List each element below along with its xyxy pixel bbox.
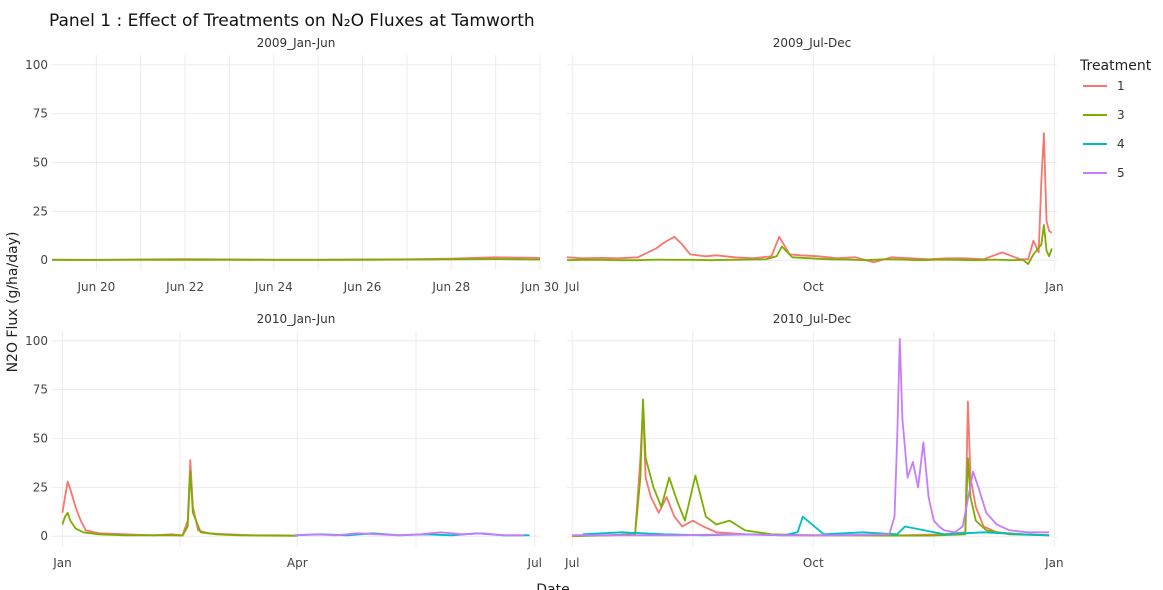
x-tick-label: Jun 30 bbox=[520, 280, 559, 294]
x-tick-label: Oct bbox=[803, 556, 824, 570]
x-tick-label: Jun 26 bbox=[343, 280, 382, 294]
legend: Treatment 1 3 4 5 bbox=[1079, 58, 1152, 180]
legend-label-5: 5 bbox=[1117, 166, 1125, 180]
x-tick-label: Jan bbox=[1044, 556, 1064, 570]
y-tick-label: 75 bbox=[33, 383, 48, 397]
x-tick-label: Jul bbox=[564, 280, 579, 294]
y-tick-label: 75 bbox=[33, 107, 48, 121]
series-line-treatment-5 bbox=[294, 531, 525, 537]
x-tick-label: Jun 24 bbox=[254, 280, 293, 294]
y-tick-label: 50 bbox=[33, 156, 48, 170]
x-tick-label: Jan bbox=[1044, 280, 1064, 294]
x-tick-label: Apr bbox=[287, 556, 308, 570]
series-line-treatment-4 bbox=[582, 515, 1050, 537]
facet-label: 2010_Jan-Jun bbox=[257, 312, 336, 326]
series-line-treatment-3 bbox=[572, 398, 1050, 538]
series-line-treatment-3 bbox=[61, 470, 298, 537]
series-line-treatment-1 bbox=[566, 132, 1053, 264]
y-axis-label: N2O Flux (g/ha/day) bbox=[5, 232, 21, 373]
x-tick-label: Jul bbox=[564, 556, 579, 570]
y-tick-label: 25 bbox=[33, 480, 48, 494]
facet-label: 2009_Jul-Dec bbox=[773, 36, 852, 50]
x-axis-label: Date bbox=[536, 582, 569, 590]
y-tick-label: 100 bbox=[25, 334, 48, 348]
legend-label-1: 1 bbox=[1117, 79, 1125, 93]
x-tick-label: Jul bbox=[527, 556, 542, 570]
legend-label-3: 3 bbox=[1117, 108, 1125, 122]
y-tick-label: 0 bbox=[40, 529, 48, 543]
facet-panels: 2009_Jan-Jun 0 25 50 75 100 Jun 20 Jun 22 Jun 24… bbox=[25, 36, 1064, 570]
facet-label: 2009_Jan-Jun bbox=[257, 36, 336, 50]
chart-title: Panel 1 : Effect of Treatments on N₂O Fl… bbox=[49, 11, 535, 31]
x-tick-label: Jun 22 bbox=[165, 280, 204, 294]
x-tick-label: Jun 20 bbox=[76, 280, 115, 294]
panel-2010-jul-dec: 2010_Jul-Dec Jul Oct Jan bbox=[564, 312, 1064, 570]
y-tick-label: 25 bbox=[33, 204, 48, 218]
panel-2010-jan-jun: 2010_Jan-Jun 0 25 50 75 100 Jan Apr Jul bbox=[25, 312, 542, 570]
legend-title: Treatment bbox=[1079, 58, 1152, 74]
series-line-treatment-5 bbox=[572, 337, 1050, 537]
series-line-treatment-3 bbox=[566, 224, 1053, 266]
x-tick-label: Jan bbox=[52, 556, 72, 570]
x-tick-label: Jun 28 bbox=[431, 280, 470, 294]
panel-2009-jan-jun: 2009_Jan-Jun 0 25 50 75 100 Jun 20 Jun 22 Jun 24… bbox=[25, 36, 559, 294]
y-tick-label: 50 bbox=[33, 432, 48, 446]
y-tick-label: 100 bbox=[25, 58, 48, 72]
x-tick-label: Oct bbox=[803, 280, 824, 294]
facet-label: 2010_Jul-Dec bbox=[773, 312, 852, 326]
panel-2009-jul-dec: 2009_Jul-Dec Jul Oct Jan bbox=[564, 36, 1064, 294]
y-tick-label: 0 bbox=[40, 253, 48, 267]
series-line-treatment-3 bbox=[52, 258, 541, 261]
legend-label-4: 4 bbox=[1117, 137, 1125, 151]
